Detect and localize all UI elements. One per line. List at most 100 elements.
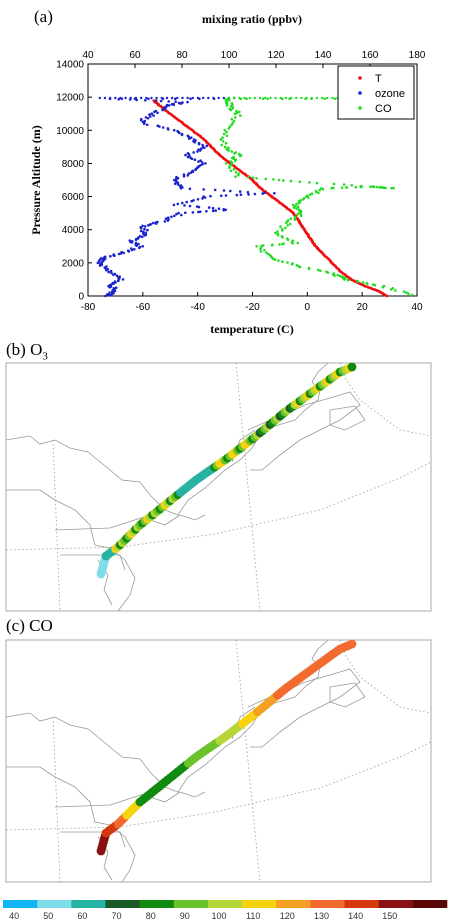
data-point-CO: [289, 217, 293, 220]
colorbar-tick-label: 80: [146, 911, 156, 921]
data-point-ozone: [109, 283, 113, 286]
data-point-ozone: [192, 199, 195, 202]
data-point-ozone: [246, 190, 250, 194]
data-point-CO: [234, 116, 237, 119]
data-point-ozone: [198, 210, 202, 213]
data-point-ozone: [173, 178, 176, 182]
data-point-ozone: [143, 227, 146, 231]
data-point-ozone: [140, 117, 143, 121]
data-point-ozone: [235, 193, 239, 197]
data-point-CO: [255, 245, 258, 248]
x-tick-label-top: 140: [315, 50, 332, 61]
data-point-ozone: [105, 265, 108, 268]
data-point-ozone: [133, 247, 136, 251]
panel-c-label: (c) CO: [6, 616, 53, 635]
data-point-CO: [233, 112, 237, 115]
x-tick-label-top: 60: [129, 50, 141, 61]
data-point-CO: [317, 191, 320, 195]
data-point-CO: [296, 205, 300, 208]
data-point-ozone: [186, 96, 189, 100]
data-point-CO: [234, 151, 237, 154]
data-point-ozone: [108, 291, 111, 295]
data-point-CO: [225, 134, 229, 138]
data-point-CO: [332, 272, 336, 275]
data-point-ozone: [170, 215, 173, 219]
data-point-ozone: [159, 99, 163, 103]
data-point-CO: [295, 96, 298, 100]
data-point-ozone: [212, 96, 215, 100]
ozone-map: [5, 362, 432, 612]
data-point-ozone: [199, 159, 202, 162]
data-point-CO: [245, 97, 248, 101]
panel-b-subscript: 3: [42, 350, 48, 363]
data-point-ozone: [182, 173, 186, 176]
legend-marker-T: [358, 76, 362, 80]
data-point-ozone: [184, 211, 187, 215]
coast-inlet: [149, 514, 206, 526]
data-point-ozone: [176, 202, 180, 206]
data-point-ozone: [98, 96, 102, 100]
data-point-CO: [291, 239, 295, 243]
state-border: [6, 489, 136, 612]
colorbar-swatch: [207, 900, 243, 908]
data-point-CO: [219, 138, 223, 141]
data-point-ozone: [188, 187, 192, 191]
y-axis-title: Pressure Altitude (m): [29, 125, 43, 235]
data-point-ozone: [150, 112, 154, 115]
data-point-CO: [232, 168, 236, 171]
data-point-ozone: [106, 268, 110, 271]
data-point-ozone: [214, 209, 217, 212]
data-point-ozone: [173, 214, 176, 218]
data-point-ozone: [138, 245, 142, 249]
profile-chart: -80 -60 -40 -20 0 20 40 40 60 80 100 120 140 160 180 0 2…: [29, 12, 426, 336]
data-point-CO: [239, 114, 242, 117]
data-point-ozone: [154, 109, 158, 113]
colorbar-tick-label: 70: [111, 911, 121, 921]
co-map: [5, 639, 432, 883]
data-point-ozone: [222, 96, 225, 100]
data-point-ozone: [137, 236, 140, 239]
data-point-CO: [277, 178, 281, 182]
data-point-CO: [291, 203, 295, 207]
data-point-T: [152, 99, 156, 102]
data-point-CO: [299, 199, 303, 202]
data-point-CO: [282, 242, 285, 245]
data-point-ozone: [196, 96, 200, 100]
bottom-axis-title: temperature (C): [210, 322, 293, 336]
data-point-CO: [375, 185, 379, 189]
data-point-ozone: [167, 100, 170, 103]
data-point-ozone: [201, 143, 204, 147]
colorbar-swatch: [310, 900, 345, 908]
data-point-CO: [234, 171, 238, 174]
data-point-ozone: [121, 278, 125, 281]
data-point-ozone: [146, 228, 149, 232]
panel-b-label-text: (b) O: [6, 340, 43, 359]
colorbar-tick-label: 120: [280, 911, 295, 921]
data-point-ozone: [209, 194, 212, 198]
data-point-ozone: [139, 226, 142, 229]
data-point-CO: [225, 130, 228, 134]
data-point-CO: [380, 186, 384, 189]
data-point-CO: [295, 264, 299, 267]
coast-inlet: [149, 791, 206, 803]
meridian-line: [235, 639, 261, 883]
data-point-CO: [284, 96, 288, 100]
data-point-CO: [271, 243, 274, 247]
data-point-CO: [315, 96, 319, 100]
colorbar-tick-label: 140: [348, 911, 363, 921]
data-point-ozone: [200, 147, 203, 150]
data-point-ozone: [273, 192, 276, 195]
data-point-ozone: [187, 172, 191, 175]
legend-marker-ozone: [358, 91, 362, 95]
data-point-CO: [286, 219, 290, 222]
data-point-ozone: [180, 132, 184, 136]
x-tick-label-top: 40: [82, 50, 94, 61]
data-point-ozone: [149, 222, 152, 226]
data-point-ozone: [202, 195, 205, 198]
data-point-ozone: [109, 269, 113, 273]
data-point-ozone: [205, 210, 208, 213]
data-point-ozone: [139, 229, 143, 233]
data-point-ozone: [106, 293, 109, 296]
data-point-CO: [390, 187, 393, 190]
data-point-CO: [382, 284, 386, 288]
